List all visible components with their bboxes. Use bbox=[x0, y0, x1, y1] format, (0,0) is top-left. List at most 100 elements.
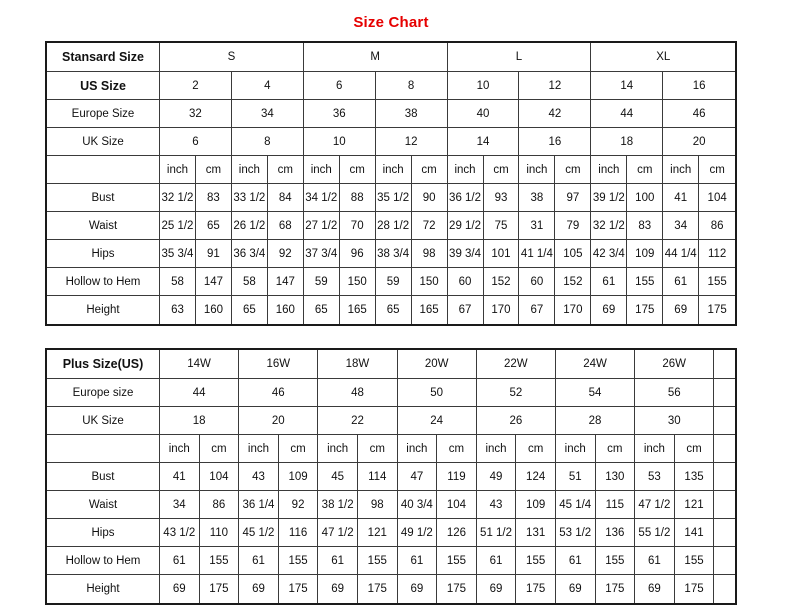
table-row: Bust 32 1/2 83 33 1/2 84 34 1/2 88 35 1/2 90 36 1… bbox=[47, 184, 736, 212]
cell-plus-europe-size-5: 54 bbox=[555, 379, 636, 407]
cell-plus-height-7: 175 bbox=[437, 575, 477, 603]
plus-unit-label-5: cm bbox=[357, 435, 398, 463]
cell-plus-waist-13: 121 bbox=[674, 491, 715, 519]
cell-uk-size-3: 12 bbox=[375, 128, 448, 156]
cell-plus-bust-8: 49 bbox=[476, 463, 517, 491]
cell-hips-4: 37 3/4 bbox=[303, 240, 340, 268]
cell-hollow-to-hem-5: 150 bbox=[339, 268, 376, 296]
cell-waist-2: 26 1/2 bbox=[231, 212, 268, 240]
empty-tail-cell bbox=[714, 575, 735, 603]
cell-plus-hollow-to-hem-9: 155 bbox=[516, 547, 556, 575]
cell-plus-uk-size-0: 18 bbox=[160, 407, 240, 435]
cell-plus-hollow-to-hem-4: 61 bbox=[318, 547, 358, 575]
cell-uk-size-7: 20 bbox=[663, 128, 736, 156]
cell-plus-uk-size-5: 28 bbox=[555, 407, 636, 435]
cell-plus-uk-size-2: 22 bbox=[318, 407, 398, 435]
cell-hips-12: 42 3/4 bbox=[591, 240, 628, 268]
cell-plus-hips-13: 141 bbox=[674, 519, 715, 547]
cell-plus-hips-9: 131 bbox=[516, 519, 556, 547]
row-label-height: Height bbox=[47, 296, 160, 324]
cell-plus-hollow-to-hem-0: 61 bbox=[160, 547, 200, 575]
cell-hips-10: 41 1/4 bbox=[519, 240, 556, 268]
cell-bust-11: 97 bbox=[555, 184, 592, 212]
table-row: Hollow to Hem 58 147 58 147 59 150 59 150 60 152 60… bbox=[47, 268, 736, 296]
plus-size-table: Plus Size(US) 14W 16W 18W 20W 22W 24W 26W Europe… bbox=[45, 348, 737, 605]
cell-hollow-to-hem-10: 60 bbox=[519, 268, 556, 296]
cell-height-8: 67 bbox=[448, 296, 484, 324]
cell-uk-size-0: 6 bbox=[160, 128, 232, 156]
cell-plus-bust-6: 47 bbox=[397, 463, 438, 491]
cell-waist-10: 31 bbox=[519, 212, 556, 240]
cell-plus-bust-11: 130 bbox=[595, 463, 636, 491]
cell-waist-5: 70 bbox=[339, 212, 376, 240]
cell-hollow-to-hem-9: 152 bbox=[483, 268, 520, 296]
cell-bust-3: 84 bbox=[267, 184, 304, 212]
table-row: Europe size 44 46 48 50 52 54 56 bbox=[47, 379, 735, 407]
cell-plus-europe-size-1: 46 bbox=[239, 379, 319, 407]
cell-us-size-2: 6 bbox=[303, 72, 376, 100]
cell-bust-4: 34 1/2 bbox=[303, 184, 340, 212]
cell-plus-hips-5: 121 bbox=[357, 519, 398, 547]
cell-plus-waist-7: 104 bbox=[437, 491, 477, 519]
cell-height-6: 65 bbox=[376, 296, 412, 324]
size-group-m: M bbox=[303, 43, 448, 72]
cell-plus-bust-1: 104 bbox=[199, 463, 240, 491]
row-label-plus-waist: Waist bbox=[47, 491, 160, 519]
unit-label-2: inch bbox=[231, 156, 268, 184]
cell-plus-bust-2: 43 bbox=[239, 463, 279, 491]
cell-height-2: 65 bbox=[232, 296, 268, 324]
unit-label-3: cm bbox=[267, 156, 304, 184]
cell-hollow-to-hem-11: 152 bbox=[555, 268, 592, 296]
cell-plus-waist-9: 109 bbox=[516, 491, 556, 519]
cell-hips-11: 105 bbox=[555, 240, 592, 268]
cell-hips-7: 98 bbox=[411, 240, 448, 268]
cell-plus-height-9: 175 bbox=[516, 575, 556, 603]
empty-tail-cell bbox=[714, 435, 735, 463]
plus-size-24w: 24W bbox=[555, 350, 636, 379]
unit-label-13: cm bbox=[627, 156, 664, 184]
table-row: Waist 25 1/2 65 26 1/2 68 27 1/2 70 28 1/2 72 29 … bbox=[47, 212, 736, 240]
cell-plus-hips-1: 110 bbox=[199, 519, 240, 547]
cell-plus-waist-2: 36 1/4 bbox=[239, 491, 279, 519]
cell-waist-11: 79 bbox=[555, 212, 592, 240]
cell-plus-hips-7: 126 bbox=[437, 519, 477, 547]
cell-waist-0: 25 1/2 bbox=[160, 212, 196, 240]
cell-hollow-to-hem-13: 155 bbox=[627, 268, 664, 296]
cell-europe-size-7: 46 bbox=[663, 100, 736, 128]
plus-size-14w: 14W bbox=[160, 350, 240, 379]
unit-label-12: inch bbox=[591, 156, 628, 184]
cell-plus-height-3: 175 bbox=[279, 575, 319, 603]
cell-uk-size-4: 14 bbox=[447, 128, 520, 156]
cell-plus-height-12: 69 bbox=[635, 575, 675, 603]
cell-plus-waist-8: 43 bbox=[476, 491, 517, 519]
cell-height-9: 170 bbox=[484, 296, 520, 324]
cell-height-0: 63 bbox=[160, 296, 196, 324]
cell-waist-9: 75 bbox=[483, 212, 520, 240]
cell-height-14: 69 bbox=[663, 296, 700, 324]
cell-plus-hips-12: 55 1/2 bbox=[635, 519, 675, 547]
row-label-plus-bust: Bust bbox=[47, 463, 160, 491]
cell-uk-size-6: 18 bbox=[591, 128, 664, 156]
plus-size-16w: 16W bbox=[239, 350, 319, 379]
plus-unit-label-12: inch bbox=[635, 435, 675, 463]
cell-waist-14: 34 bbox=[663, 212, 700, 240]
row-label-us-size: US Size bbox=[47, 72, 160, 100]
cell-plus-height-10: 69 bbox=[556, 575, 596, 603]
cell-height-11: 170 bbox=[555, 296, 592, 324]
empty-tail-cell bbox=[714, 491, 735, 519]
cell-height-1: 160 bbox=[196, 296, 232, 324]
table-row: Height 63 160 65 160 65 165 65 165 67 170 67 170 69 17… bbox=[47, 296, 735, 324]
cell-europe-size-5: 42 bbox=[519, 100, 592, 128]
unit-label-9: cm bbox=[483, 156, 520, 184]
cell-us-size-3: 8 bbox=[375, 72, 448, 100]
cell-plus-bust-12: 53 bbox=[635, 463, 675, 491]
cell-plus-waist-11: 115 bbox=[595, 491, 636, 519]
cell-bust-9: 93 bbox=[483, 184, 520, 212]
cell-uk-size-2: 10 bbox=[303, 128, 376, 156]
cell-europe-size-2: 36 bbox=[303, 100, 376, 128]
cell-bust-15: 104 bbox=[699, 184, 736, 212]
empty-tail-cell bbox=[714, 547, 735, 575]
plus-unit-label-7: cm bbox=[437, 435, 477, 463]
unit-label-0: inch bbox=[160, 156, 196, 184]
row-label-hollow-to-hem: Hollow to Hem bbox=[47, 268, 160, 296]
